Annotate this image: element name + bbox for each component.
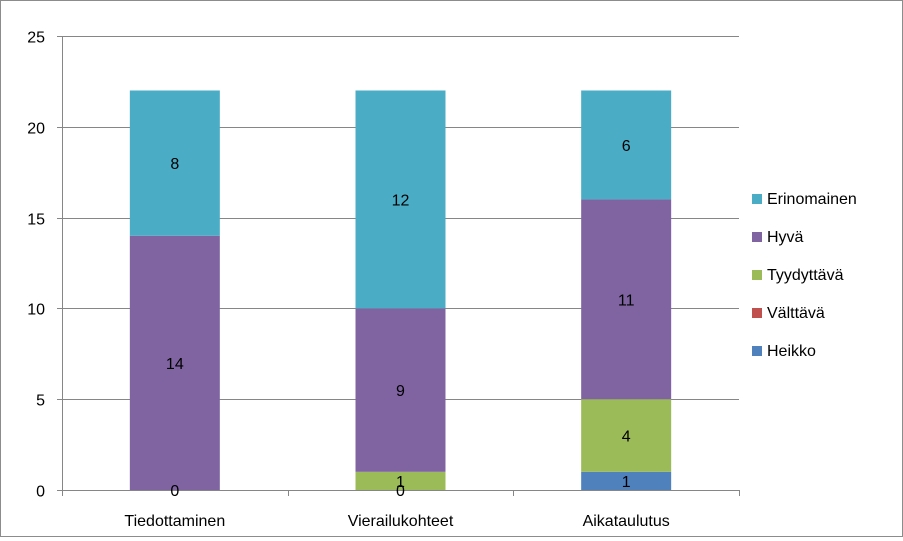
data-label: 14	[166, 356, 184, 373]
data-label: 4	[622, 429, 631, 446]
legend-label: Heikko	[767, 343, 816, 360]
bar-segment-heikko	[581, 471, 672, 490]
bar-segment-erinomainen	[355, 90, 446, 309]
data-label: 11	[618, 292, 635, 309]
data-label: 1	[622, 474, 631, 491]
y-tick-label: 20	[27, 121, 45, 138]
data-label: 0	[396, 483, 405, 500]
bars	[129, 90, 672, 490]
bar-segment-hyvä	[129, 235, 220, 490]
axes	[57, 36, 740, 496]
legend-label: Tyydyttävä	[767, 267, 844, 284]
legend-swatch-välttävä	[752, 308, 762, 318]
data-label: 0	[170, 483, 179, 500]
x-tick-label: Tiedottaminen	[124, 513, 225, 530]
bar-segment-tyydyttävä	[581, 399, 672, 472]
y-tick-label: 0	[36, 484, 45, 501]
y-tick-label: 10	[27, 302, 45, 319]
legend-swatch-hyvä	[752, 232, 762, 242]
bar-segment-hyvä	[355, 308, 446, 472]
legend-label: Hyvä	[767, 229, 804, 246]
bar-segment-erinomainen	[581, 90, 672, 200]
bar-segment-hyvä	[581, 199, 672, 400]
legend-swatch-heikko	[752, 346, 762, 356]
legend-label: Erinomainen	[767, 191, 857, 208]
legend-label: Välttävä	[767, 305, 825, 322]
y-tick-label: 15	[27, 212, 45, 229]
x-tick-label: Aikataulutus	[583, 513, 670, 530]
data-label: 1	[396, 474, 405, 491]
legend-swatch-tyydyttävä	[752, 270, 762, 280]
data-label: 12	[392, 192, 410, 209]
bar-segment-erinomainen	[129, 90, 220, 236]
data-label: 8	[170, 156, 179, 173]
x-tick-label: Vierailukohteet	[348, 513, 454, 530]
legend: Erinomainen Hyvä Tyydyttävä Välttävä Heikko	[752, 191, 857, 360]
y-tick-label: 25	[27, 30, 45, 47]
legend-swatch-erinomainen	[752, 194, 762, 204]
bar-segment-tyydyttävä	[355, 471, 446, 490]
y-tick-label: 5	[36, 393, 45, 410]
data-label: 6	[622, 138, 631, 155]
data-label: 9	[396, 383, 405, 400]
